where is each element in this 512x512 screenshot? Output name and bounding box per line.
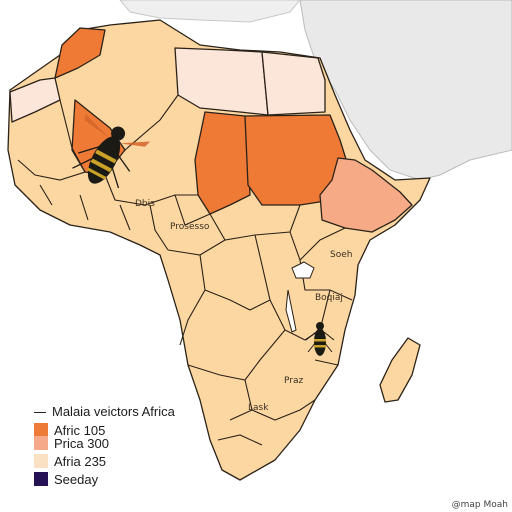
legend-label: Prica 300 (54, 435, 109, 451)
legend-item: Afria 235 (34, 453, 106, 469)
lake-victoria (291, 261, 315, 279)
label-east-mid: Boqiaj (315, 293, 343, 303)
internal-borders (17, 94, 353, 446)
egypt-region (261, 51, 326, 116)
legend-swatch (34, 436, 48, 450)
legend-item: Seeday (34, 471, 98, 487)
libya-region (174, 47, 269, 116)
lake-tanganyika (285, 289, 297, 333)
ethiopia-region (319, 157, 413, 233)
legend-title: Malaia veictors Africa (34, 404, 175, 419)
label-south-a: Praz (284, 376, 303, 386)
label-central: Prosesso (170, 222, 210, 232)
map-credit: @map Moah (451, 500, 508, 510)
legend-swatch (34, 423, 48, 437)
mosquito-icon-small (305, 322, 335, 356)
legend-label: Afria 235 (54, 453, 107, 469)
legend-swatch (34, 454, 48, 468)
chad-region (194, 111, 251, 215)
legend-label: Afric 105 (54, 422, 106, 438)
legend-label: Seeday (54, 471, 99, 487)
legend-item: Afric 105 (34, 422, 105, 438)
label-east-upper: Soeh (330, 250, 352, 260)
europe-land (119, 0, 301, 23)
madagascar (379, 337, 421, 403)
label-south-b: Lask (248, 403, 269, 413)
legend-item: Prica 300 (34, 435, 109, 451)
mosquito-icon (72, 113, 151, 189)
legend-swatch (34, 472, 48, 486)
label-west: Dbis (135, 199, 155, 209)
